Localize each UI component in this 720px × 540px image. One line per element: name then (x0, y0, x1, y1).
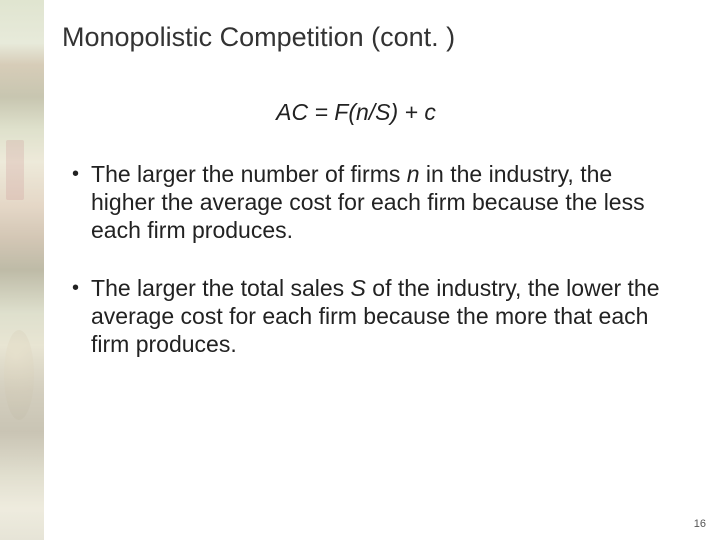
italic-var: n (407, 161, 420, 187)
decorative-sidebar (0, 0, 44, 540)
bullet-item: • The larger the total sales S of the in… (62, 274, 690, 358)
page-number: 16 (694, 518, 706, 530)
bullet-marker: • (72, 162, 79, 186)
bullet-item: • The larger the number of firms n in th… (62, 160, 690, 244)
slide-content: Monopolistic Competition (cont. ) AC = F… (62, 22, 690, 388)
bullet-text: The larger the number of firms n in the … (91, 160, 670, 244)
equation: AC = F(n/S) + c (62, 99, 690, 126)
bullet-marker: • (72, 276, 79, 300)
text-span: The larger the number of firms (91, 161, 407, 187)
bullet-text: The larger the total sales S of the indu… (91, 274, 670, 358)
text-span: The larger the total sales (91, 275, 351, 301)
slide-title: Monopolistic Competition (cont. ) (62, 22, 690, 53)
italic-var: S (351, 275, 366, 301)
